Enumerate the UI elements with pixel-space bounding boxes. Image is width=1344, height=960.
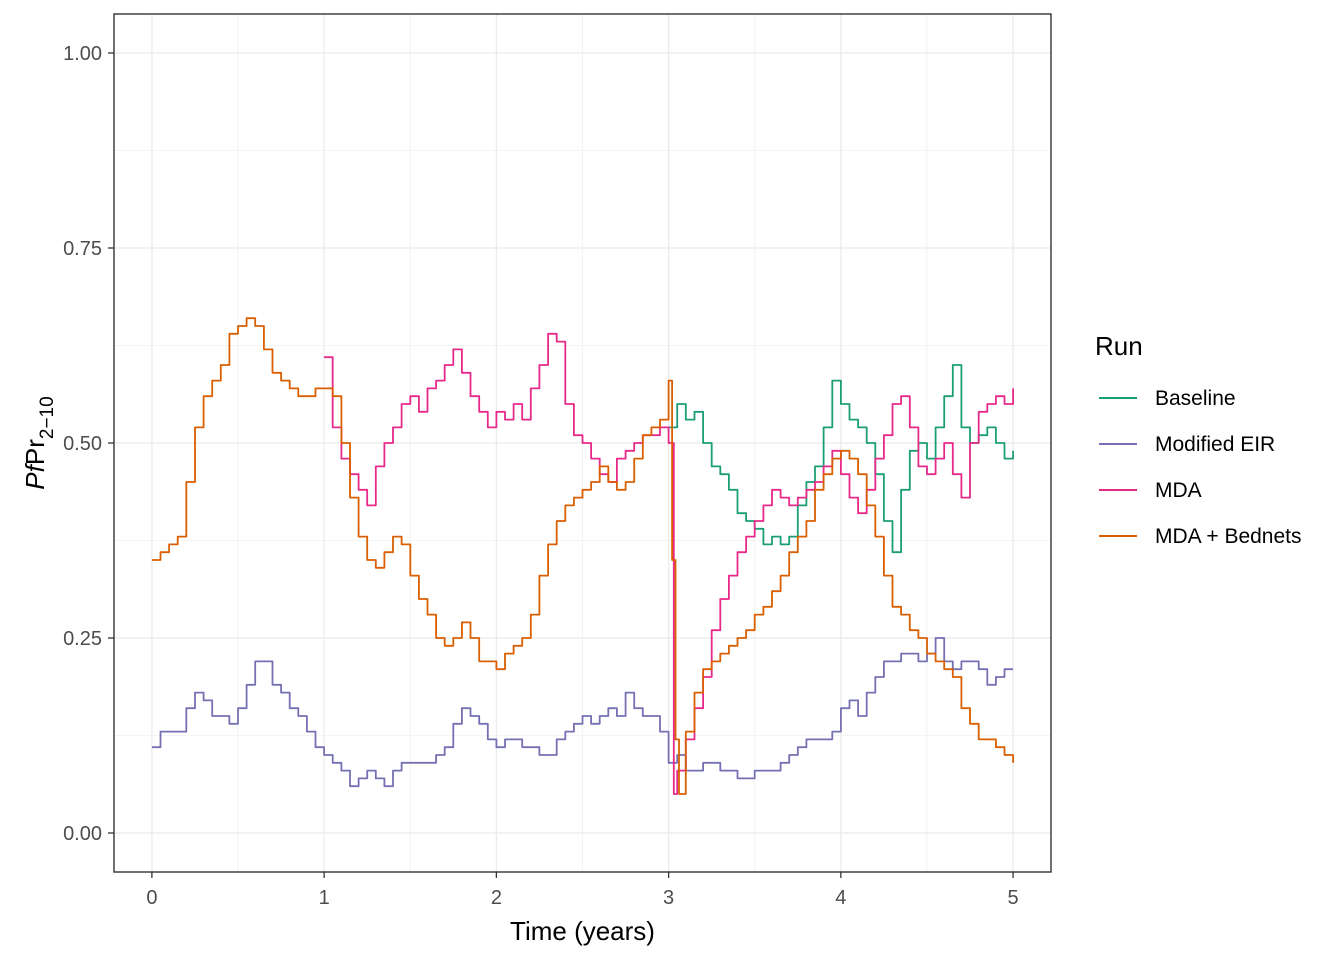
y-tick-label: 0.25	[63, 628, 102, 650]
series-line-mda	[324, 332, 1014, 795]
y-tick-label: 0.00	[63, 823, 102, 845]
x-axis: 0 1 2 3 4 5	[146, 872, 1019, 909]
y-tick-label: 1.00	[63, 43, 102, 65]
legend-label-mda: MDA	[1155, 479, 1202, 502]
legend-label-baseline: Baseline	[1155, 387, 1236, 410]
y-axis: 0.00 0.25 0.50 0.75 1.00	[63, 43, 114, 845]
x-tick-label: 5	[1008, 887, 1019, 909]
x-tick-label: 4	[835, 887, 846, 909]
series-line-mda-bednets	[151, 317, 1014, 795]
y-axis-title: PfPr2−10	[20, 396, 58, 489]
grid-minor	[114, 14, 1051, 872]
series-line-baseline	[668, 364, 1014, 554]
x-tick-label: 1	[319, 887, 330, 909]
legend: Run Baseline Modified EIR MDA MDA + Bednets	[1095, 331, 1302, 548]
legend-label-mda-bednets: MDA + Bednets	[1155, 525, 1302, 548]
y-axis-title-subscript: 2−10	[37, 396, 58, 439]
series-line-modified-eir	[151, 637, 1014, 788]
y-axis-title-italic: Pf	[20, 462, 50, 489]
grid-major	[114, 14, 1051, 872]
x-tick-label: 0	[146, 887, 157, 909]
x-tick-label: 2	[491, 887, 502, 909]
y-tick-label: 0.50	[63, 433, 102, 455]
legend-items: Baseline Modified EIR MDA MDA + Bednets	[1099, 387, 1302, 548]
y-tick-label: 0.75	[63, 238, 102, 260]
legend-label-modified-eir: Modified EIR	[1155, 433, 1275, 456]
series-layer	[151, 317, 1014, 795]
x-axis-title: Time (years)	[510, 916, 655, 946]
legend-title: Run	[1095, 331, 1143, 361]
y-axis-title-main: Pr	[20, 439, 50, 465]
x-tick-label: 3	[663, 887, 674, 909]
